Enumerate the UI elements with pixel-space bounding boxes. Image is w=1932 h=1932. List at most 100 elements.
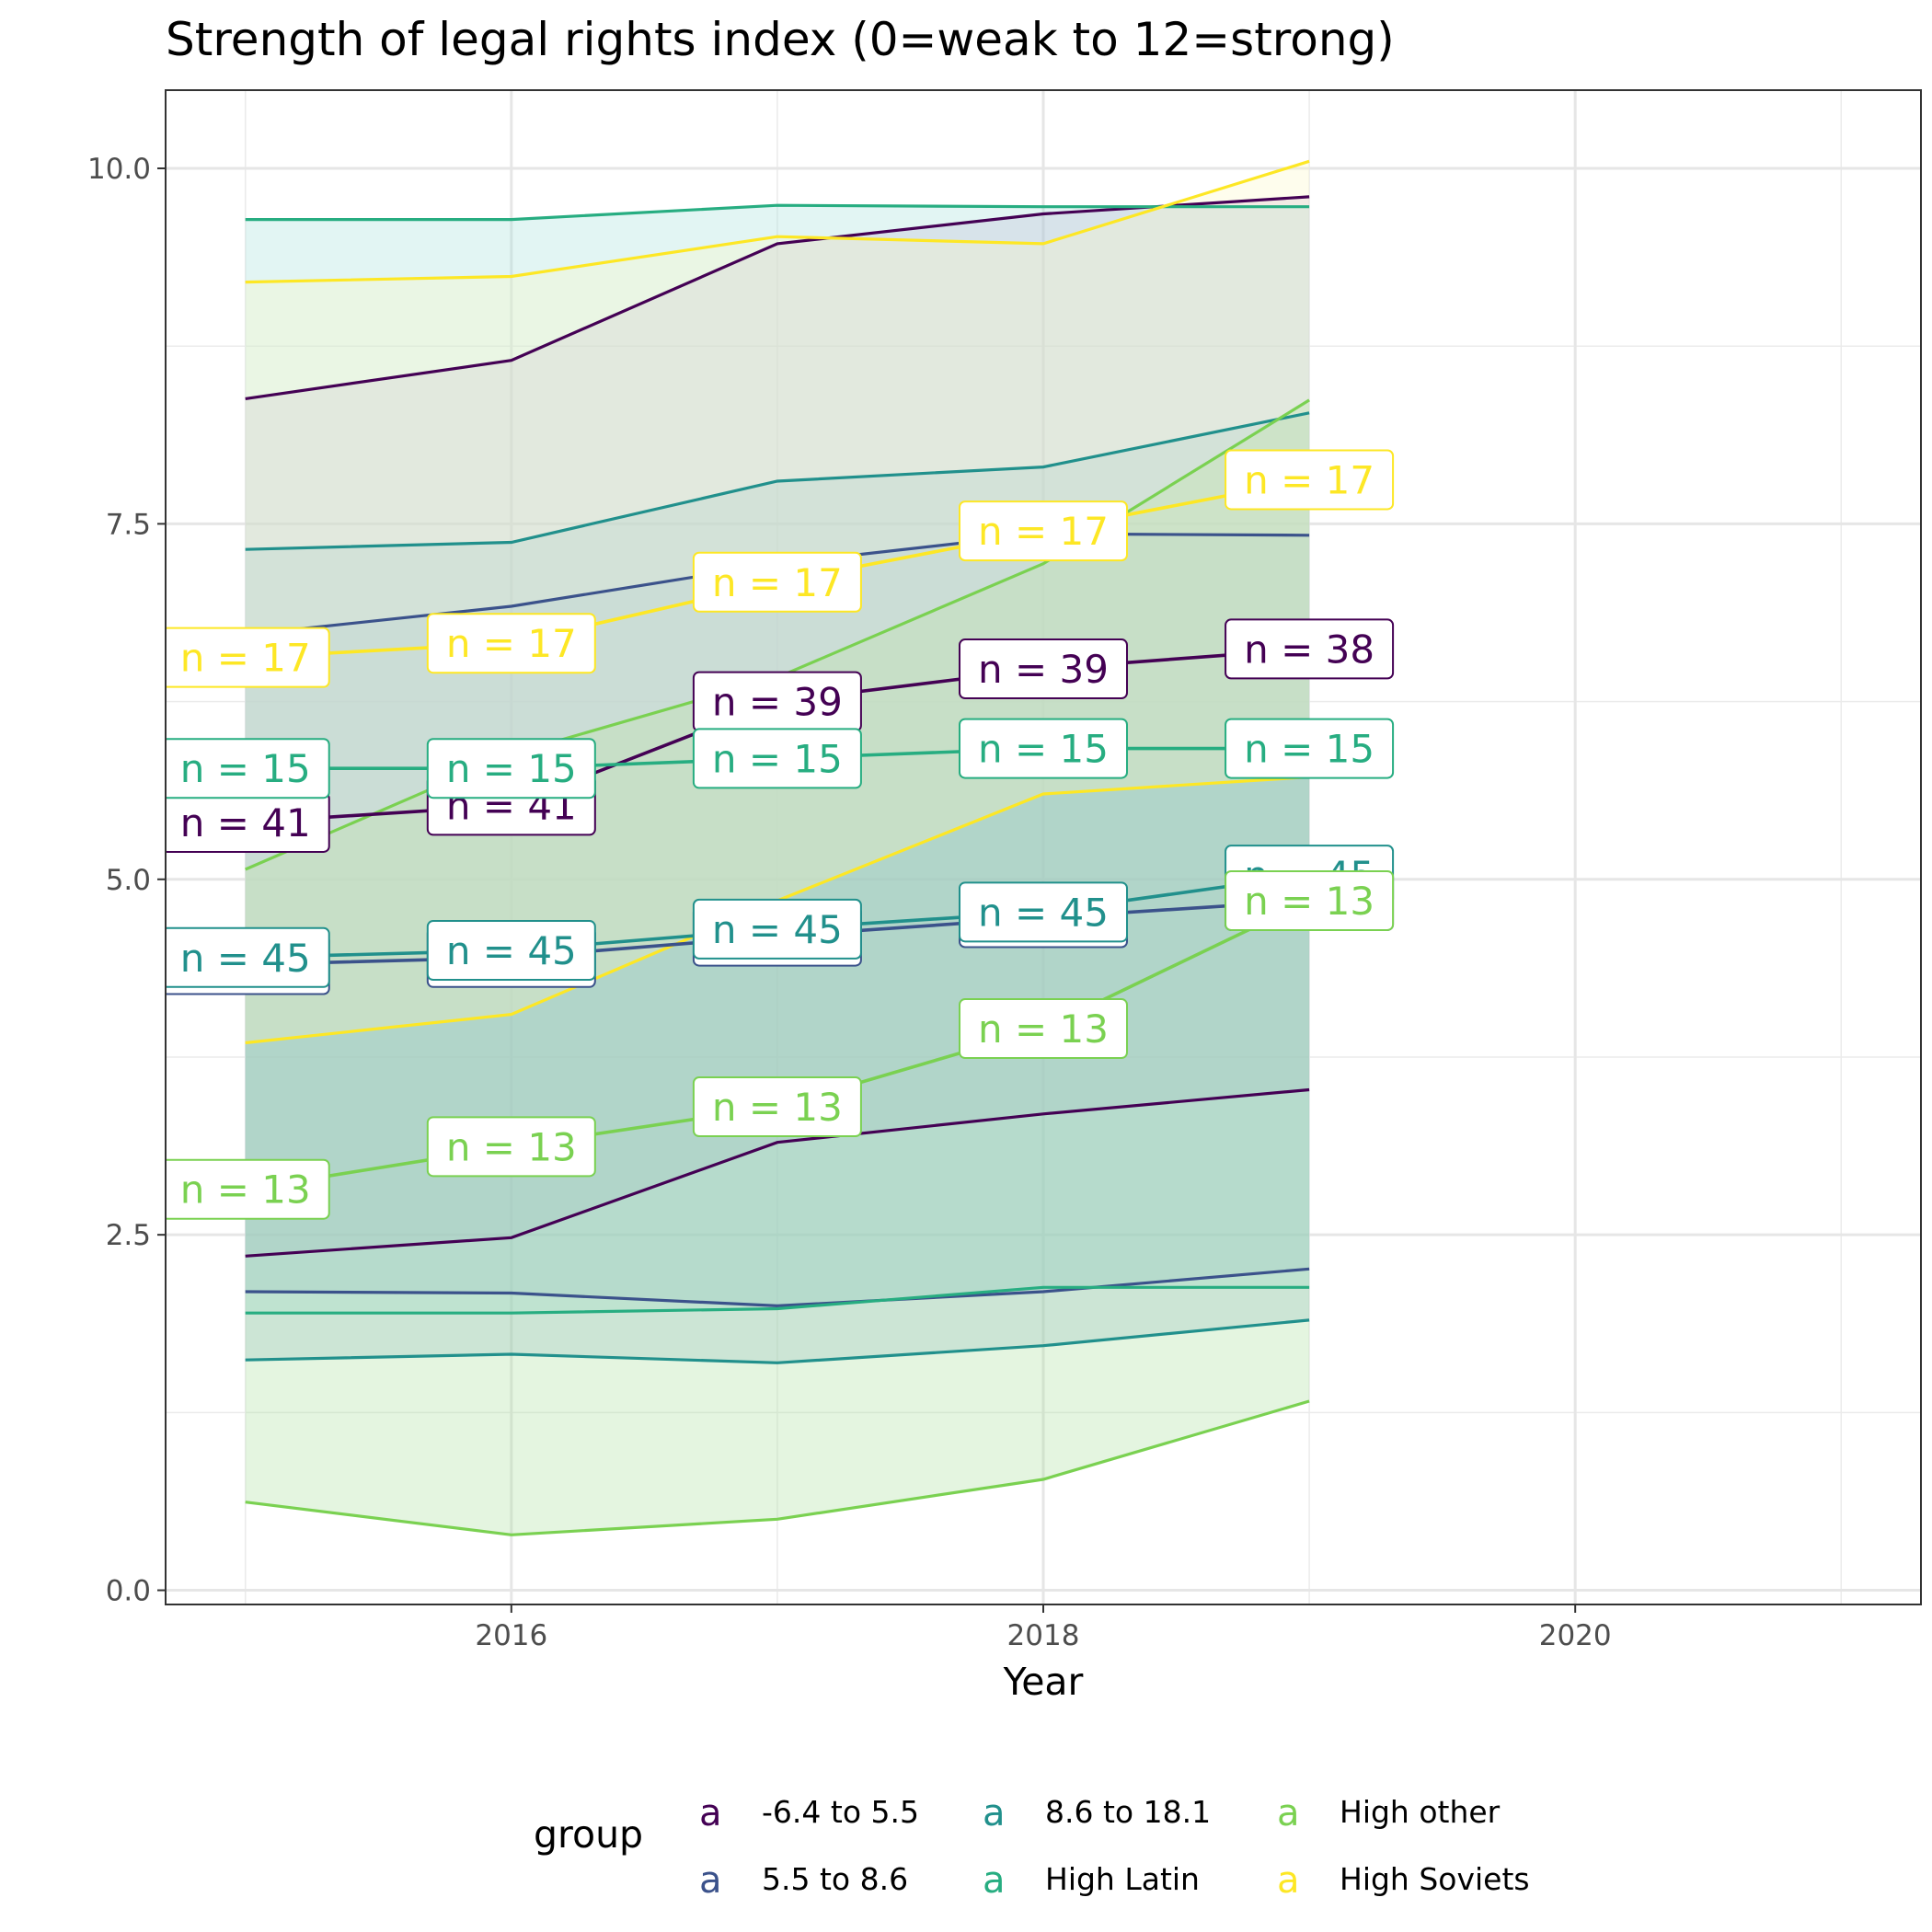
left-margin-mask: [0, 88, 166, 1606]
n-label-text: n = 15: [978, 727, 1109, 772]
legend-item: a High Latin: [983, 1859, 1200, 1902]
n-label: n = 13: [692, 1076, 862, 1138]
band-upper-line: [245, 203, 1310, 222]
n-label: n = 38: [1225, 618, 1395, 680]
n-label-text: n = 17: [978, 509, 1109, 554]
legend-label: 8.6 to 18.1: [1045, 1794, 1211, 1830]
n-label-text: n = 15: [712, 736, 843, 781]
n-label-box: [1225, 718, 1395, 779]
n-label-box: [1225, 869, 1395, 931]
legend-label: High Soviets: [1340, 1861, 1530, 1897]
n-label: n = 17: [160, 627, 330, 688]
n-label: n = 13: [160, 1158, 330, 1220]
n-label-box: [426, 920, 596, 982]
legend: group a -6.4 to 5.5 a 5.5 to 8.6 a 8.6 to 18.…: [534, 1792, 1530, 1902]
n-label-box: [959, 638, 1128, 700]
y-tick-label: 10.0: [87, 153, 151, 186]
band-upper-line: [245, 411, 1310, 551]
n-label-text: n = 17: [446, 621, 577, 666]
chart-title: Strength of legal rights index (0=weak t…: [166, 13, 1395, 66]
n-label: n = 39: [692, 671, 862, 732]
legend-label: High Latin: [1045, 1861, 1200, 1897]
x-tick-label: 2018: [1007, 1619, 1080, 1652]
legend-title: group: [534, 1812, 643, 1857]
n-label-text: n = 15: [446, 746, 577, 791]
x-tick-label: 2020: [1539, 1619, 1612, 1652]
n-label-text: n = 45: [446, 928, 577, 973]
y-tick-label: 5.0: [106, 864, 151, 897]
n-label-text: n = 17: [1244, 457, 1374, 502]
n-label-text: n = 15: [1244, 727, 1374, 772]
legend-key-glyph: a: [983, 1859, 1006, 1902]
band-lower-line: [245, 1267, 1310, 1308]
n-label-text: n = 17: [180, 636, 311, 681]
band-upper-line: [245, 195, 1310, 400]
n-label-text: n = 39: [712, 680, 843, 725]
legend-label: -6.4 to 5.5: [762, 1794, 919, 1830]
n-label-box: [692, 728, 862, 789]
n-label-text: n = 15: [180, 746, 311, 791]
legend-label: High other: [1340, 1794, 1501, 1830]
n-label-text: n = 45: [712, 907, 843, 952]
y-tick-label: 2.5: [106, 1219, 151, 1252]
legend-item: a High other: [1277, 1792, 1501, 1834]
n-label-text: n = 13: [180, 1167, 311, 1213]
plot-panel: n = 41 n = 41n = 39n = 39 n = 38n = 45 n = …: [0, 88, 1922, 1606]
legend-item: a 8.6 to 18.1: [983, 1792, 1211, 1834]
n-label-box: [959, 881, 1128, 943]
n-label: n = 17: [692, 551, 862, 613]
n-label-box: [959, 718, 1128, 779]
n-label-text: n = 41: [180, 800, 311, 845]
legend-key-glyph: a: [699, 1859, 722, 1902]
n-label-box: [426, 738, 596, 799]
n-label-text: n = 45: [978, 890, 1109, 935]
n-label-text: n = 13: [978, 1006, 1109, 1052]
n-label: n = 17: [959, 500, 1128, 562]
n-label-box: [1225, 449, 1395, 511]
legend-key-glyph: a: [1277, 1859, 1300, 1902]
n-label-box: [692, 1076, 862, 1138]
n-label-box: [426, 1116, 596, 1178]
n-label: n = 13: [959, 998, 1128, 1060]
n-label-box: [959, 500, 1128, 562]
n-label-box: [959, 998, 1128, 1060]
n-label-text: n = 38: [1244, 627, 1374, 672]
band-upper-line: [245, 159, 1310, 284]
n-label-box: [692, 551, 862, 613]
n-label-box: [1225, 618, 1395, 680]
n-label: n = 15: [692, 728, 862, 789]
n-label-box: [692, 898, 862, 960]
n-label-text: n = 39: [978, 647, 1109, 692]
legend-label: 5.5 to 8.6: [762, 1861, 908, 1897]
n-label-text: n = 13: [1244, 879, 1374, 924]
n-label: n = 17: [1225, 449, 1395, 511]
n-label-box: [426, 613, 596, 674]
n-label: n = 13: [1225, 869, 1395, 931]
n-label: n = 39: [959, 638, 1128, 700]
axis-ticks: 0.0 2.5 5.0 7.5 10.0 2016 2018 2020: [87, 153, 1612, 1652]
n-label: n = 45: [426, 920, 596, 982]
legend-item: a 5.5 to 8.6: [699, 1859, 908, 1902]
n-label: n = 41: [160, 791, 330, 853]
n-label: n = 15: [1225, 718, 1395, 779]
legend-item: a -6.4 to 5.5: [699, 1792, 919, 1834]
legend-key-glyph: a: [983, 1792, 1006, 1834]
n-label: n = 13: [426, 1116, 596, 1178]
legend-key-glyph: a: [699, 1792, 722, 1834]
x-axis-title: Year: [1003, 1660, 1084, 1704]
n-label: n = 17: [426, 613, 596, 674]
n-label: n = 15: [160, 738, 330, 799]
n-label: n = 15: [426, 738, 596, 799]
y-tick-label: 0.0: [106, 1575, 151, 1608]
band-lower-line: [245, 1399, 1310, 1536]
n-label-text: n = 45: [180, 936, 311, 981]
n-label-text: n = 13: [446, 1124, 577, 1169]
legend-item: a High Soviets: [1277, 1859, 1530, 1902]
legend-key-glyph: a: [1277, 1792, 1300, 1834]
n-label: n = 15: [959, 718, 1128, 779]
n-label-text: n = 13: [712, 1085, 843, 1130]
n-label: n = 45: [692, 898, 862, 960]
n-label: n = 45: [160, 926, 330, 988]
x-tick-label: 2016: [475, 1619, 547, 1652]
